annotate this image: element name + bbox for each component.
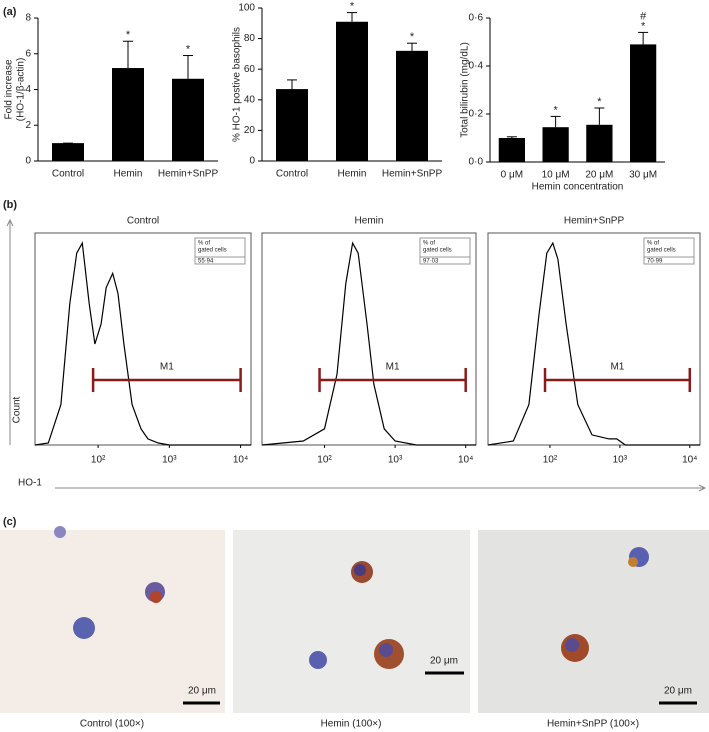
scale-bar-label: 20 μm bbox=[188, 686, 216, 697]
micrograph bbox=[0, 526, 225, 713]
y-tick-label: 4 bbox=[25, 84, 31, 95]
x-tick-label: 10⁴ bbox=[233, 455, 248, 466]
significance-marker: * bbox=[350, 0, 355, 12]
y-tick-label: 0·6 bbox=[469, 13, 484, 24]
x-tick-label: 0 μM bbox=[501, 170, 523, 181]
y-axis-label: Total bilirubin (mg/dL) bbox=[460, 42, 471, 138]
y-tick-label: 0·2 bbox=[469, 109, 484, 120]
x-tick-label: 10³ bbox=[162, 455, 177, 466]
x-tick-label: 10² bbox=[543, 455, 558, 466]
plot-title: Control bbox=[127, 216, 159, 227]
significance-marker: # bbox=[640, 10, 647, 22]
significance-marker: * bbox=[553, 104, 558, 116]
panel-label: (a) bbox=[3, 6, 17, 18]
plot-title: Hemin bbox=[355, 216, 384, 227]
caption: Hemin (100×) bbox=[321, 719, 382, 730]
axis-arrow bbox=[6, 218, 14, 227]
stat-box bbox=[643, 237, 695, 265]
bar bbox=[396, 50, 428, 162]
y-axis-label: % HO-1 postive basophils bbox=[232, 27, 243, 142]
y-tick-label: 20 bbox=[244, 125, 256, 136]
stat-box-label: % of bbox=[423, 241, 435, 247]
y-tick-label: 80 bbox=[244, 33, 256, 44]
plot-frame bbox=[261, 232, 477, 446]
panel-label: (c) bbox=[3, 516, 17, 528]
caption: Control (100×) bbox=[80, 719, 144, 730]
significance-marker: * bbox=[597, 96, 602, 108]
y-tick-label: 100 bbox=[238, 3, 255, 14]
bar bbox=[112, 68, 144, 161]
x-tick-label: 10³ bbox=[388, 455, 403, 466]
x-tick-label: Control bbox=[276, 169, 308, 180]
x-axis-label: Hemin concentration bbox=[532, 182, 624, 193]
y-tick-label: 2 bbox=[25, 120, 31, 131]
y-axis-label: Count bbox=[12, 396, 23, 423]
y-tick-label: 40 bbox=[244, 94, 256, 105]
plot-frame bbox=[487, 232, 701, 446]
significance-marker: * bbox=[186, 43, 191, 55]
panel-label: (b) bbox=[3, 199, 17, 211]
axis-arrow bbox=[698, 484, 707, 492]
gate-label: M1 bbox=[160, 362, 174, 373]
plot-frame bbox=[34, 232, 252, 446]
scale-bar-label: 20 μm bbox=[664, 686, 692, 697]
y-axis-label: Fold increase bbox=[4, 59, 15, 119]
bar bbox=[586, 124, 613, 162]
x-tick-label: 10³ bbox=[613, 455, 628, 466]
histogram-curve bbox=[261, 241, 476, 446]
stat-box-value: 97·03 bbox=[423, 259, 439, 265]
x-tick-label: 20 μM bbox=[585, 170, 613, 181]
plot-title: Hemin+SnPP bbox=[564, 216, 625, 227]
x-axis-label: HO-1 bbox=[18, 478, 42, 489]
bar bbox=[172, 78, 204, 161]
stat-box-label: % of bbox=[198, 241, 210, 247]
micrograph bbox=[233, 530, 470, 713]
bar bbox=[630, 44, 657, 162]
stat-box-value: 70·99 bbox=[647, 259, 663, 265]
significance-marker: * bbox=[126, 29, 131, 41]
scale-bar-label: 20 μm bbox=[430, 656, 458, 667]
x-tick-label: Hemin+SnPP bbox=[158, 169, 219, 180]
x-tick-label: 30 μM bbox=[629, 170, 657, 181]
x-tick-label: Control bbox=[52, 169, 84, 180]
significance-marker: * bbox=[410, 31, 415, 43]
y-tick-label: 8 bbox=[25, 13, 31, 24]
x-tick-label: 10² bbox=[91, 455, 106, 466]
y-tick-label: 6 bbox=[25, 48, 31, 59]
y-tick-label: 0 bbox=[25, 156, 31, 167]
histogram-curve bbox=[34, 241, 251, 446]
stat-box-label: gated cells bbox=[423, 248, 452, 254]
x-tick-label: 10 μM bbox=[542, 170, 570, 181]
stat-box-label: gated cells bbox=[647, 248, 676, 254]
bar bbox=[52, 143, 84, 161]
stat-box bbox=[419, 237, 471, 265]
y-tick-label: 0·0 bbox=[469, 157, 484, 168]
bar bbox=[336, 21, 368, 161]
bar bbox=[276, 89, 308, 161]
gate-label: M1 bbox=[610, 362, 624, 373]
x-tick-label: 10² bbox=[317, 455, 332, 466]
stat-box-label: % of bbox=[647, 241, 659, 247]
y-tick-label: 60 bbox=[244, 64, 256, 75]
x-tick-label: 10⁴ bbox=[682, 455, 697, 466]
x-tick-label: Hemin bbox=[338, 169, 367, 180]
micrograph bbox=[478, 530, 709, 713]
caption: Hemin+SnPP (100×) bbox=[547, 719, 639, 730]
y-tick-label: 0·4 bbox=[469, 61, 484, 72]
x-tick-label: 10⁴ bbox=[458, 455, 473, 466]
stat-box-value: 55·94 bbox=[198, 259, 214, 265]
bar bbox=[542, 127, 569, 162]
stat-box-label: gated cells bbox=[198, 248, 227, 254]
x-tick-label: Hemin bbox=[114, 169, 143, 180]
y-tick-label: 0 bbox=[249, 156, 255, 167]
bar bbox=[498, 138, 525, 162]
y-axis-label: (HO-1/β-actin) bbox=[16, 58, 27, 122]
x-tick-label: Hemin+SnPP bbox=[382, 169, 443, 180]
gate-label: M1 bbox=[386, 362, 400, 373]
stat-box bbox=[194, 237, 246, 265]
significance-marker: * bbox=[641, 20, 646, 32]
histogram-curve bbox=[487, 241, 700, 446]
